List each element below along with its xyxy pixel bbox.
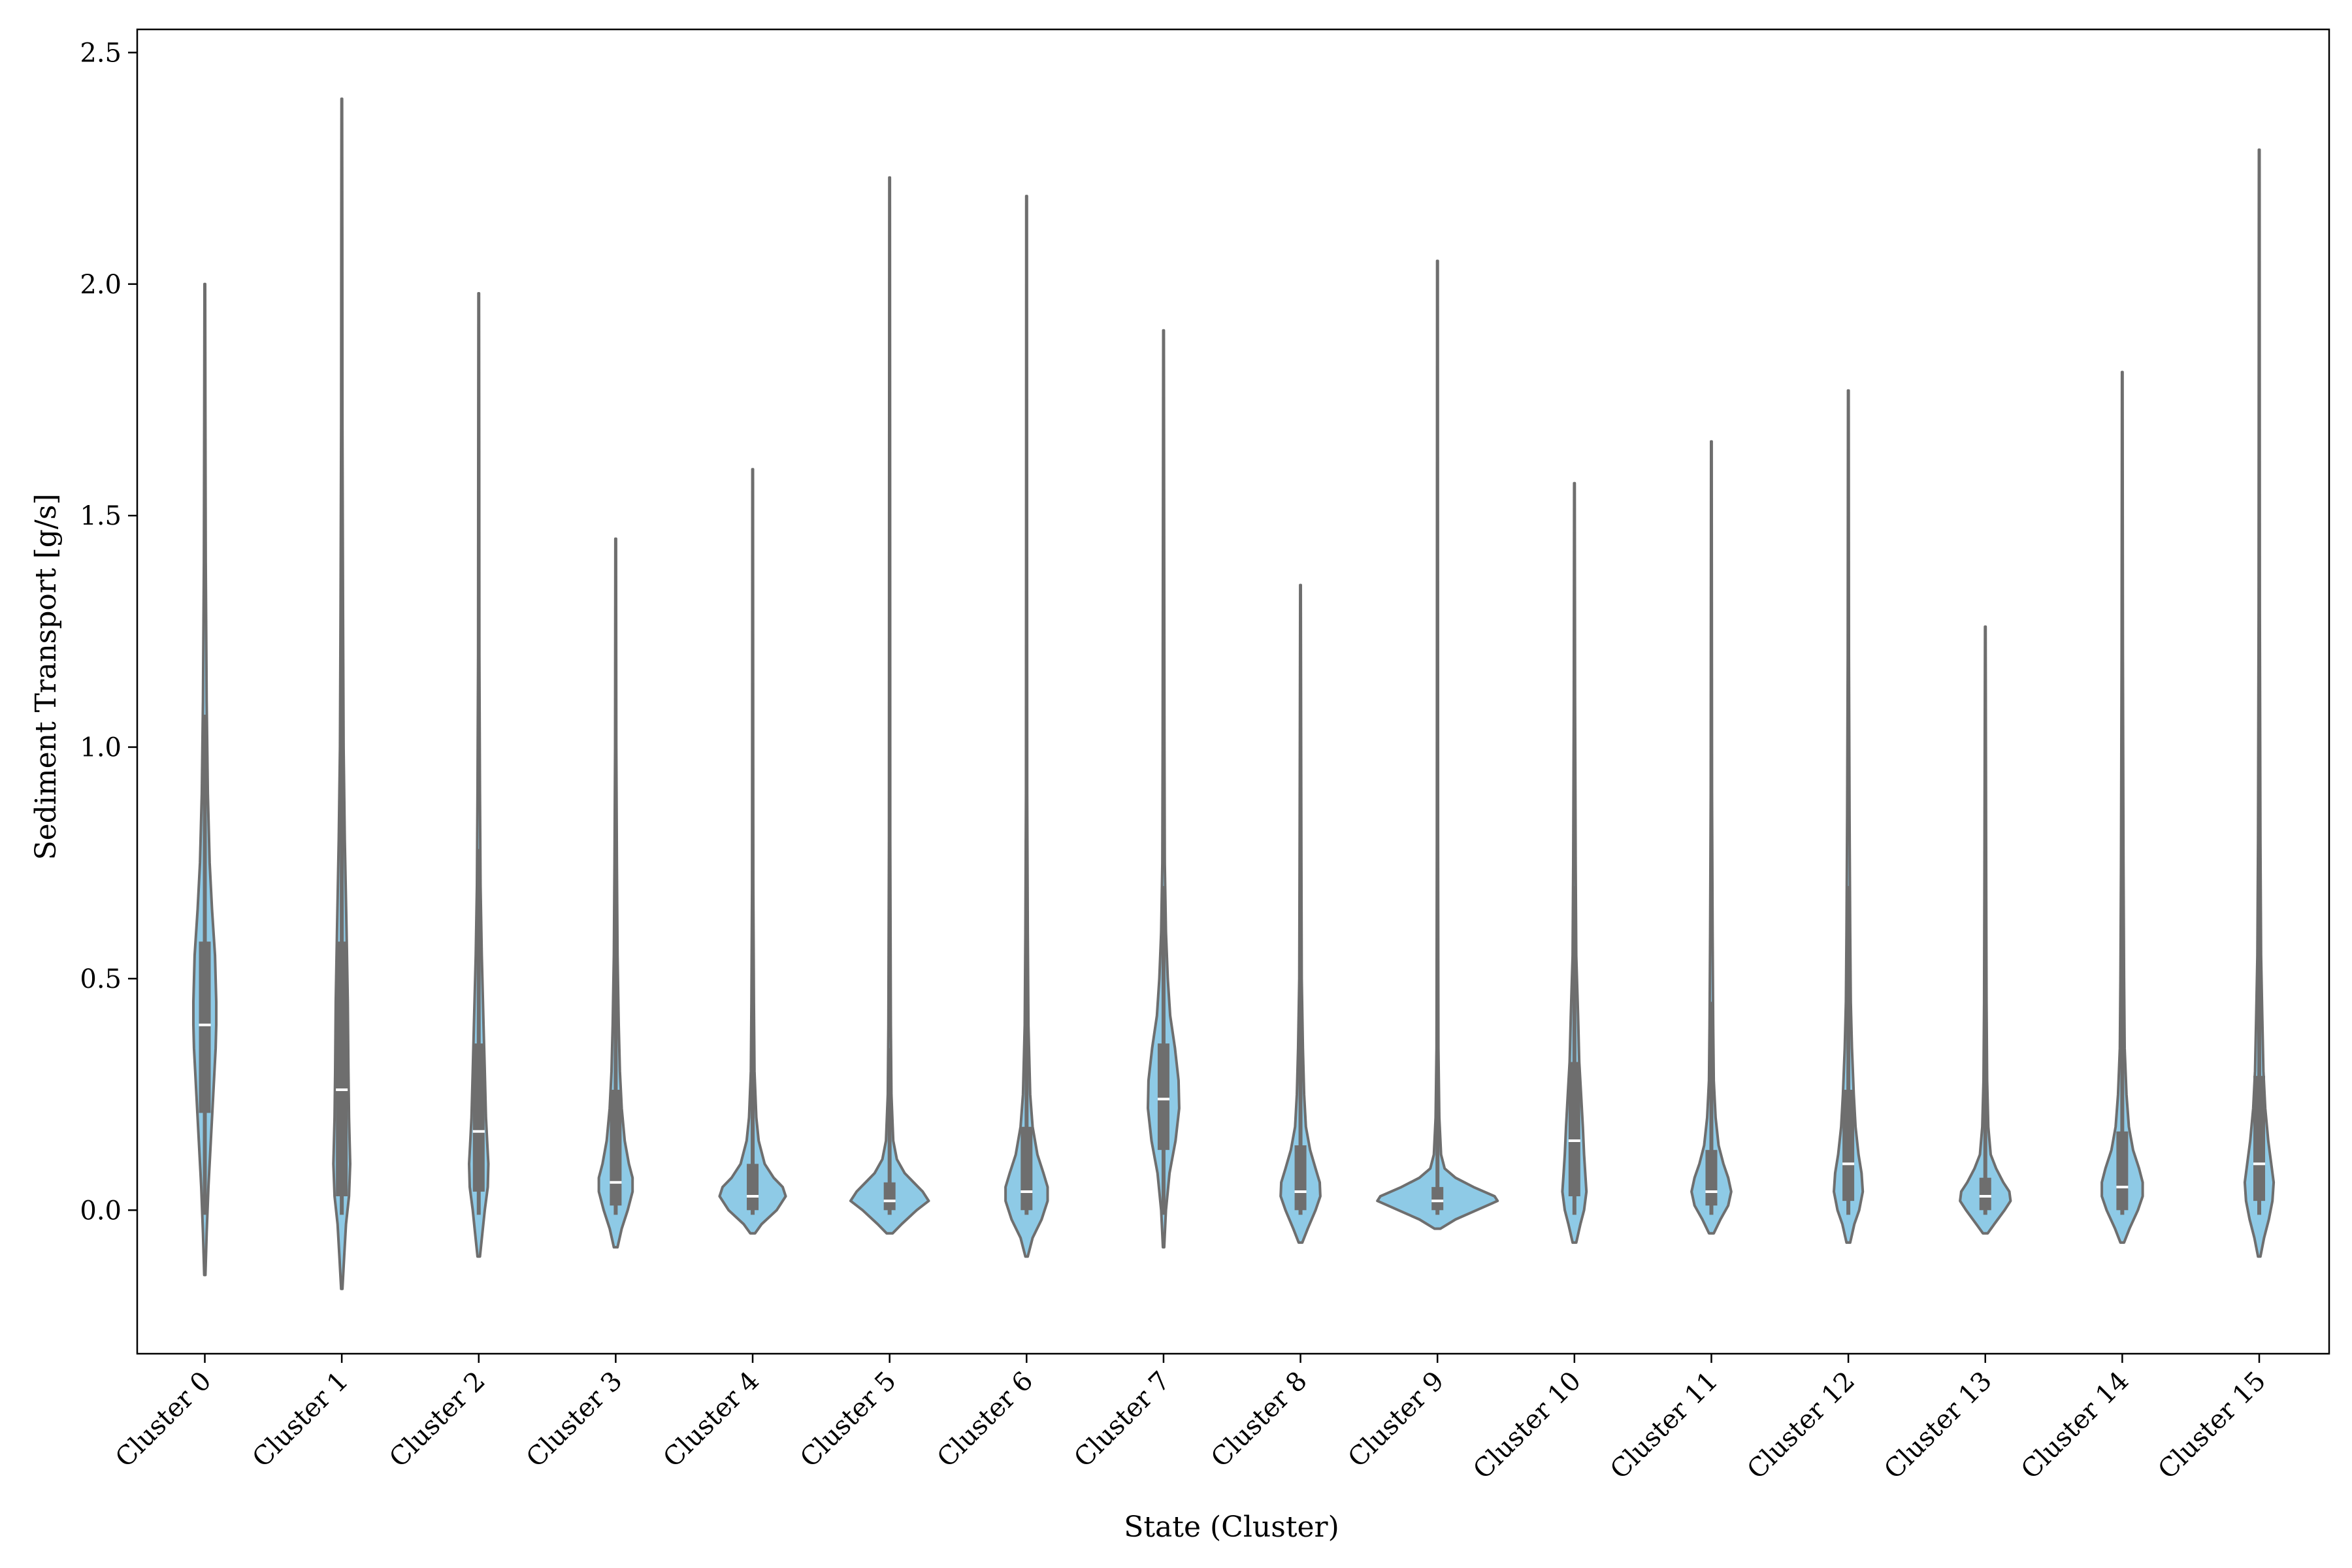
y-tick-label: 1.0 xyxy=(80,733,122,763)
violin-body xyxy=(718,468,787,1235)
violin xyxy=(1690,440,1733,1235)
violin-iqr-box xyxy=(1294,1145,1307,1211)
violin xyxy=(1279,583,1322,1244)
violin-iqr-box xyxy=(472,1043,485,1192)
violin-iqr-box xyxy=(1842,1090,1855,1201)
y-axis: 0.0 0.5 1.0 1.5 2.0 2.5 xyxy=(80,38,137,1226)
violin xyxy=(849,176,930,1235)
violin-iqr-box xyxy=(1568,1062,1580,1197)
violin-iqr-box xyxy=(1979,1177,1991,1211)
violin xyxy=(2100,370,2144,1244)
plot-frame xyxy=(136,28,2330,1355)
violin xyxy=(1561,482,1588,1244)
y-tick-label: 0.0 xyxy=(80,1196,122,1226)
y-tick-label: 0.5 xyxy=(80,964,122,994)
y-tick-label: 1.5 xyxy=(80,501,122,531)
violin-iqr-box xyxy=(1157,1043,1169,1151)
violin xyxy=(1376,259,1499,1230)
y-tick-label: 2.0 xyxy=(80,270,122,300)
violin-body xyxy=(849,176,930,1235)
violin-body xyxy=(1376,259,1499,1230)
violin xyxy=(332,97,351,1290)
violin-body xyxy=(2243,148,2276,1258)
violin-body xyxy=(1833,389,1865,1244)
violin-body xyxy=(2100,370,2144,1244)
violin-body xyxy=(1004,195,1049,1258)
violin-iqr-box xyxy=(1021,1126,1033,1211)
violin xyxy=(597,537,634,1249)
violin-iqr-box xyxy=(1705,1150,1718,1206)
y-tick-label: 2.5 xyxy=(80,38,122,68)
violin xyxy=(192,282,218,1277)
violin xyxy=(1004,195,1049,1258)
violin xyxy=(1833,389,1865,1244)
violin-body xyxy=(1561,482,1588,1244)
violin-iqr-box xyxy=(883,1182,896,1211)
violin-iqr-box xyxy=(2253,1075,2265,1201)
violin-body xyxy=(1147,329,1181,1249)
violin-iqr-box xyxy=(2116,1131,2129,1211)
violin-iqr-box xyxy=(1431,1186,1444,1211)
violin-series xyxy=(192,97,2276,1290)
violin-iqr-box xyxy=(336,941,348,1197)
violin xyxy=(1959,625,2012,1235)
violin-iqr-box xyxy=(747,1164,759,1211)
x-axis-title: State (Cluster) xyxy=(1124,1511,1339,1544)
violin-iqr-box xyxy=(199,941,211,1113)
violin-body xyxy=(1279,583,1322,1244)
y-axis-title: Sediment Transport [g/s] xyxy=(29,494,63,860)
violin xyxy=(2243,148,2276,1258)
violin-iqr-box xyxy=(610,1090,622,1206)
violin xyxy=(718,468,787,1235)
violin-body xyxy=(468,292,490,1258)
violin-body xyxy=(1690,440,1733,1235)
violin xyxy=(1147,329,1181,1249)
violin xyxy=(468,292,490,1258)
